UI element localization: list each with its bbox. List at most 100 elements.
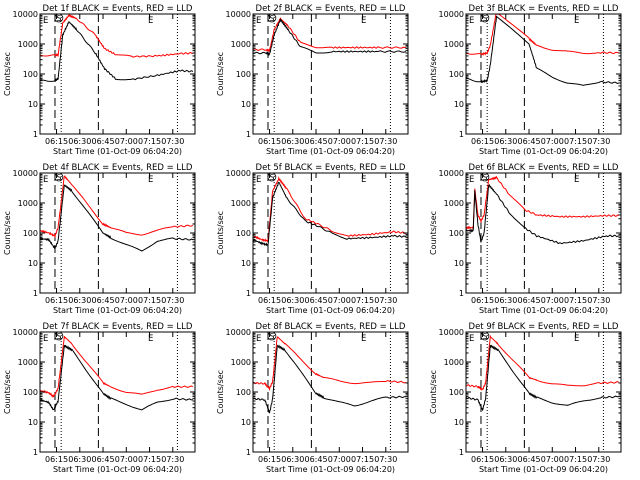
x-tick-label: 06:15 [45, 296, 68, 305]
y-tick-label: 1000 [18, 358, 38, 367]
panel-det-8: Det 8f BLACK = Events, RED = LLD 1 10 100 10… [216, 322, 409, 474]
y-tick-label: 1 [246, 289, 251, 298]
marker-s-circle [480, 13, 490, 23]
x-tick-label: 06:15 [258, 455, 281, 464]
y-tick-label: 10 [454, 100, 464, 109]
panel-det-4: Det 4f BLACK = Events, RED = LLD 1 10 100 10… [3, 163, 196, 315]
y-tick-label: 1 [246, 130, 251, 139]
x-tick-label: 06:30 [281, 455, 304, 464]
plot-frame [39, 331, 196, 453]
marker-s-circle [267, 331, 277, 341]
y-tick-label: 10000 [13, 328, 38, 337]
x-tick-label: 07:30 [587, 137, 610, 146]
x-tick-label: 07:30 [587, 296, 610, 305]
y-tick-label: 10 [241, 100, 251, 109]
y-axis-label: Counts/sec [3, 211, 12, 255]
y-tick-label: 1000 [444, 358, 464, 367]
marker-s-circle [480, 331, 490, 341]
marker-e-left: E [256, 175, 261, 185]
marker-s-circle [54, 172, 64, 182]
plot-frame [252, 13, 409, 135]
x-axis-label: Start Time (01-Oct-09 06:04:20) [479, 465, 608, 474]
y-tick-label: 10000 [439, 328, 464, 337]
plot-frame [465, 172, 622, 294]
y-tick-label: 10 [454, 259, 464, 268]
series-line-lld [39, 175, 194, 239]
marker-s-label: S [482, 14, 487, 23]
x-tick-label: 06:15 [45, 137, 68, 146]
panel-title: Det 1f BLACK = Events, RED = LLD [43, 4, 193, 14]
x-tick-label: 06:30 [494, 296, 517, 305]
y-tick-label: 100 [449, 388, 464, 397]
marker-s-label: S [269, 173, 274, 182]
y-tick-label: 1 [459, 289, 464, 298]
y-axis-label: Counts/sec [429, 52, 438, 96]
marker-e-right: E [574, 16, 579, 26]
x-tick-label: 06:45 [305, 137, 328, 146]
y-tick-label: 10000 [226, 328, 251, 337]
x-tick-label: 07:15 [351, 296, 374, 305]
x-tick-label: 06:30 [494, 455, 517, 464]
y-tick-label: 1000 [231, 199, 251, 208]
x-tick-label: 07:00 [115, 455, 138, 464]
x-tick-label: 07:30 [161, 455, 184, 464]
x-tick-label: 07:15 [351, 455, 374, 464]
series-line-events [252, 18, 407, 57]
y-tick-label: 100 [449, 70, 464, 79]
x-tick-label: 06:30 [281, 137, 304, 146]
marker-e-right: E [361, 175, 366, 185]
marker-e-right: E [361, 334, 366, 344]
y-tick-label: 1 [33, 448, 38, 457]
x-tick-label: 07:15 [138, 137, 161, 146]
y-tick-label: 1 [33, 289, 38, 298]
x-tick-label: 07:30 [374, 455, 397, 464]
panel-det-3: Det 3f BLACK = Events, RED = LLD 1 10 100 10… [429, 4, 622, 156]
marker-s-label: S [269, 332, 274, 341]
series-line-lld [253, 336, 407, 392]
x-tick-label: 06:30 [281, 296, 304, 305]
y-tick-label: 1000 [231, 358, 251, 367]
marker-s-circle [480, 172, 490, 182]
y-tick-label: 100 [449, 229, 464, 238]
x-tick-label: 07:00 [541, 455, 564, 464]
y-tick-label: 10000 [226, 169, 251, 178]
series-line-events [252, 181, 407, 247]
y-axis-label: Counts/sec [3, 52, 12, 96]
marker-s-circle [267, 172, 277, 182]
x-axis-label: Start Time (01-Oct-09 06:04:20) [479, 306, 608, 315]
x-tick-label: 07:00 [328, 296, 351, 305]
x-tick-label: 07:15 [564, 455, 587, 464]
series-line-events [39, 184, 194, 252]
panel-det-7: Det 7f BLACK = Events, RED = LLD 1 10 100 10… [3, 322, 196, 474]
y-axis-label: Counts/sec [3, 370, 12, 414]
y-tick-label: 1000 [444, 40, 464, 49]
y-tick-label: 10000 [13, 169, 38, 178]
x-tick-label: 07:15 [564, 296, 587, 305]
y-tick-label: 100 [236, 388, 251, 397]
panel-title: Det 6f BLACK = Events, RED = LLD [469, 163, 619, 173]
y-tick-label: 10 [241, 418, 251, 427]
x-tick-label: 06:45 [305, 296, 328, 305]
marker-s-circle [54, 331, 64, 341]
marker-e-left: E [256, 16, 261, 26]
y-tick-label: 1000 [18, 40, 38, 49]
x-tick-label: 07:15 [138, 455, 161, 464]
panel-det-5: Det 5f BLACK = Events, RED = LLD 1 10 100 10… [216, 163, 409, 315]
panel-title: Det 7f BLACK = Events, RED = LLD [43, 322, 193, 332]
y-tick-label: 10 [28, 100, 38, 109]
panel-det-1: Det 1f BLACK = Events, RED = LLD 1 10 100 10… [3, 4, 196, 156]
x-tick-label: 07:15 [351, 137, 374, 146]
series-line-events [465, 184, 619, 245]
marker-e-right: E [574, 175, 579, 185]
y-tick-label: 10000 [226, 10, 251, 19]
x-tick-label: 07:00 [115, 296, 138, 305]
series-line-lld [465, 175, 620, 230]
series-line-events [39, 344, 193, 411]
x-axis-label: Start Time (01-Oct-09 06:04:20) [266, 147, 395, 156]
x-tick-label: 06:15 [471, 137, 494, 146]
y-tick-label: 1 [459, 448, 464, 457]
x-tick-label: 06:15 [45, 455, 68, 464]
x-tick-label: 07:30 [161, 137, 184, 146]
marker-e-right: E [361, 16, 366, 26]
